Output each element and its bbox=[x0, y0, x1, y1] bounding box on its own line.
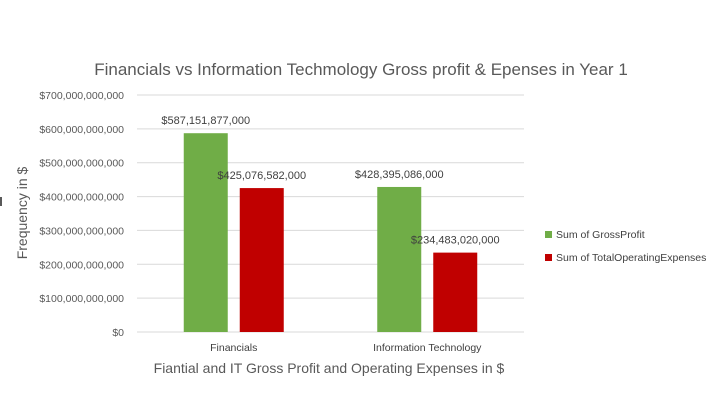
data-label: $425,076,582,000 bbox=[217, 170, 306, 182]
bar bbox=[433, 252, 478, 332]
legend: Sum of GrossProfit Sum of TotalOperatingE… bbox=[545, 229, 706, 264]
y-tick-label: $600,000,000,000 bbox=[39, 124, 124, 136]
y-tick-label: $300,000,000,000 bbox=[39, 225, 124, 237]
bars bbox=[183, 133, 478, 332]
x-category-label: Financials bbox=[210, 342, 257, 354]
data-label: $428,395,086,000 bbox=[355, 169, 444, 181]
y-tick-label: $500,000,000,000 bbox=[39, 158, 124, 170]
y-axis-ticks: $0 $100,000,000,000 $200,000,000,000 $300,0… bbox=[39, 90, 124, 339]
legend-swatch bbox=[545, 254, 552, 261]
y-tick-label: $700,000,000,000 bbox=[39, 90, 124, 102]
y-tick-label: $400,000,000,000 bbox=[39, 192, 124, 204]
x-category-label: Information Technology bbox=[373, 342, 482, 354]
y-tick-label: $100,000,000,000 bbox=[39, 293, 124, 305]
y-tick-label: $0 bbox=[112, 327, 124, 339]
bar bbox=[183, 133, 228, 332]
legend-swatch bbox=[545, 231, 552, 238]
legend-label: Sum of TotalOperatingExpenses bbox=[556, 252, 706, 264]
data-label: $587,151,877,000 bbox=[161, 115, 250, 127]
y-tick-label: $200,000,000,000 bbox=[39, 259, 124, 271]
y-axis-title: Frequency in $ bbox=[14, 166, 30, 259]
x-axis-title: Fiantial and IT Gross Profit and Operati… bbox=[154, 360, 505, 376]
chart-title: Financials vs Information Techmology Gro… bbox=[94, 60, 628, 79]
x-axis-categories: Financials Information Technology bbox=[210, 342, 482, 354]
bar bbox=[239, 188, 284, 332]
bar bbox=[377, 186, 422, 332]
data-labels: $587,151,877,000 $425,076,582,000 $428,395… bbox=[161, 115, 499, 246]
legend-label: Sum of GrossProfit bbox=[556, 229, 645, 241]
data-label: $234,483,020,000 bbox=[411, 235, 500, 247]
edge-mark bbox=[0, 197, 2, 206]
